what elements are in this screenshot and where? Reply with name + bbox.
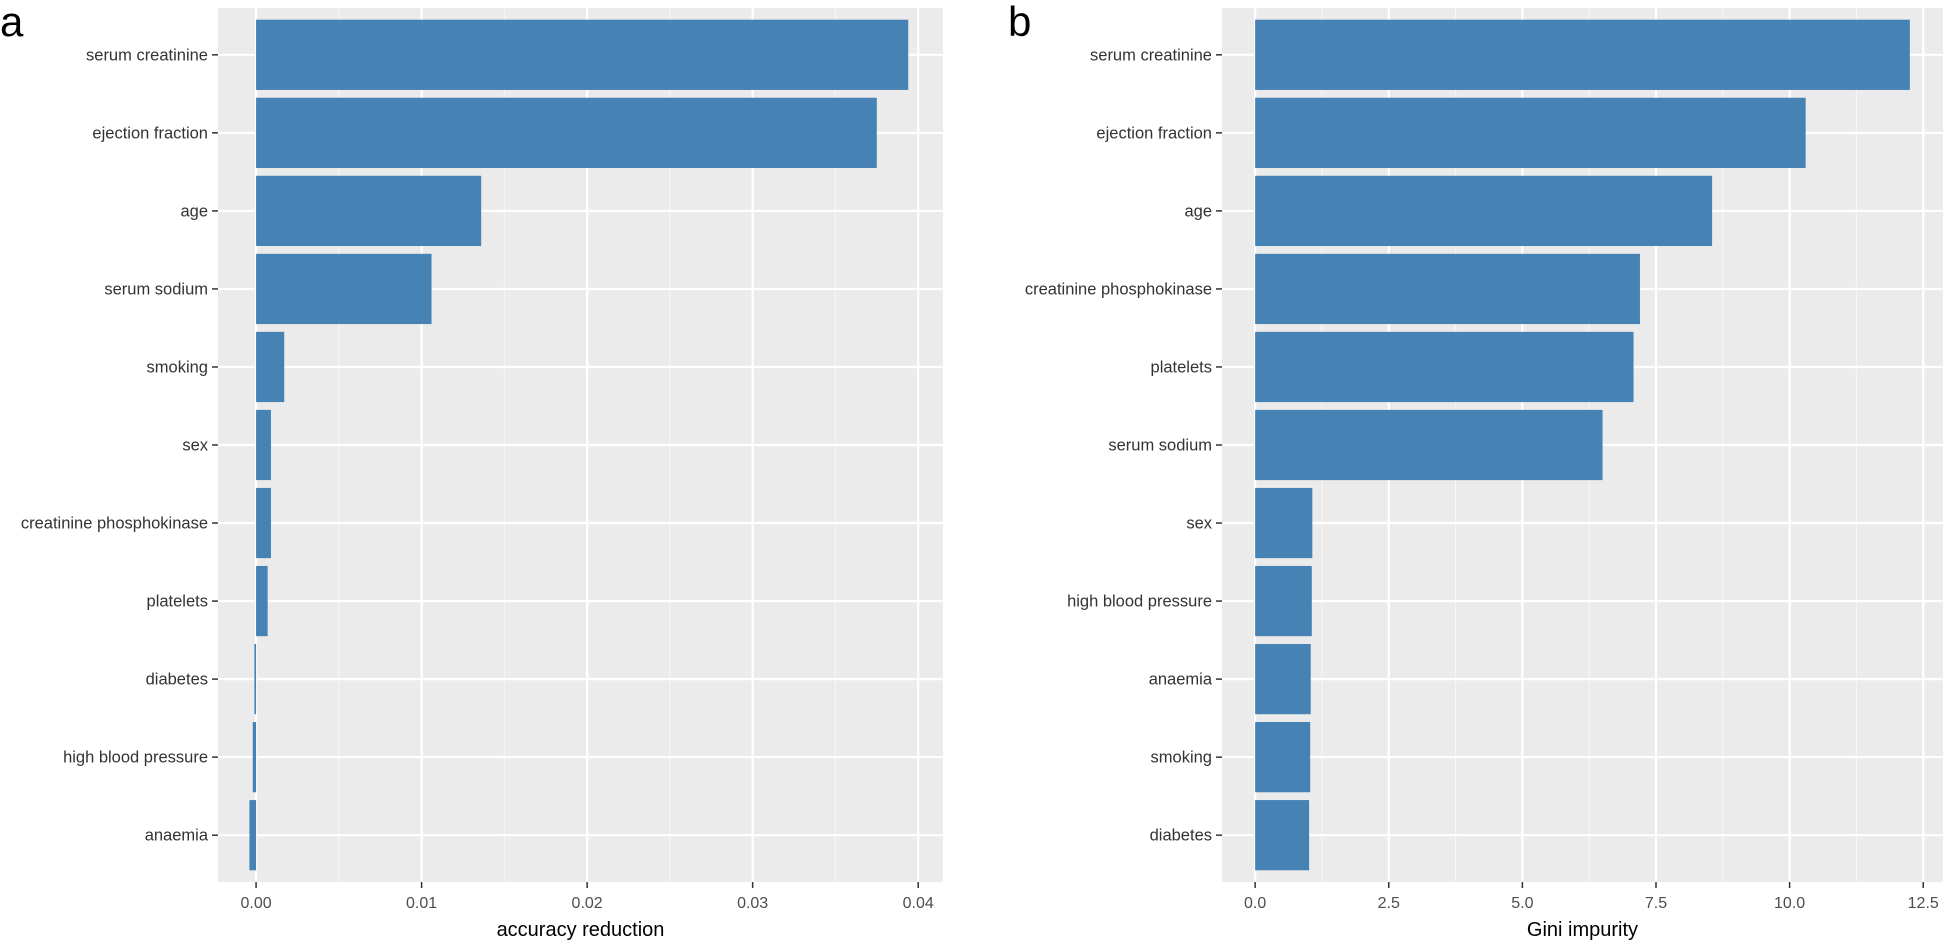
panel-a-bar-age [256, 175, 482, 247]
panel-a-x-tick-label: 0.03 [737, 895, 768, 912]
panel-a-category-label: serum sodium [104, 280, 208, 298]
panel-b-category-label: creatinine phosphokinase [1025, 280, 1212, 298]
panel-a-bar-sex [256, 409, 271, 481]
panel-a-bar-serum-sodium [256, 253, 432, 325]
panel-a-x-tick-label: 0.04 [903, 895, 934, 912]
panel-b-category-label: sex [1186, 515, 1212, 533]
panel-b-category-label: high blood pressure [1067, 593, 1212, 611]
panel-b-x-tick-label: 5.0 [1511, 895, 1533, 912]
panel-a-x-tick-label: 0.02 [572, 895, 603, 912]
panel-b-bar-serum-creatinine [1255, 19, 1910, 90]
panel-b-category-label: diabetes [1150, 827, 1212, 845]
panel-a-category-label: anaemia [145, 827, 209, 845]
panel-a-bar-serum-creatinine [256, 19, 909, 90]
panel-b-bar-high-blood-pressure [1255, 565, 1312, 637]
panel-a-bar-anaemia [249, 800, 257, 871]
panel-b-x-tick-label: 10.0 [1774, 895, 1805, 912]
panel-b-bar-diabetes [1255, 800, 1310, 871]
panel-b-bar-serum-sodium [1255, 409, 1603, 481]
panel-b-category-label: smoking [1151, 749, 1212, 767]
panel-a-bar-smoking [256, 331, 285, 403]
panel-b-bar-ejection-fraction [1255, 97, 1806, 168]
panel-b-bar-platelets [1255, 331, 1634, 403]
panel-b-category-label: serum creatinine [1090, 46, 1212, 64]
panel-a-bar-ejection-fraction [256, 97, 877, 168]
panel-b-bar-anaemia [1255, 643, 1311, 715]
panel-b-category-label: serum sodium [1108, 437, 1212, 455]
panel-b-label: b [1008, 0, 1031, 45]
panel-b-bar-age [1255, 175, 1713, 247]
panel-a-category-label: diabetes [146, 671, 208, 689]
panel-a-bar-creatinine-phosphokinase [256, 487, 271, 559]
panel-b-x-tick-label: 7.5 [1645, 895, 1667, 912]
panel-b-x-tick-label: 12.5 [1908, 895, 1939, 912]
panel-a-category-label: creatinine phosphokinase [21, 515, 208, 533]
panel-a-x-tick-label: 0.00 [241, 895, 272, 912]
panel-a-category-label: high blood pressure [63, 749, 208, 767]
panel-b-category-label: age [1184, 202, 1212, 220]
panel-b-bar-sex [1255, 487, 1313, 559]
panel-a-bar-diabetes [254, 643, 257, 715]
panel-a-category-label: sex [182, 437, 208, 455]
panel-b-x-tick-label: 2.5 [1378, 895, 1400, 912]
panel-a-category-label: age [180, 202, 208, 220]
panel-a-category-label: ejection fraction [92, 124, 208, 142]
panel-b-x-axis-title: Gini impurity [1527, 919, 1638, 940]
panel-a-category-label: serum creatinine [86, 46, 208, 64]
panel-b-x-tick-label: 0.0 [1244, 895, 1266, 912]
panel-a-x-axis-title: accuracy reduction [497, 919, 665, 940]
panel-a-bar-platelets [256, 565, 268, 637]
panel-a-category-label: platelets [147, 593, 208, 611]
panel-a-x-tick-label: 0.01 [406, 895, 437, 912]
panel-b-bar-smoking [1255, 722, 1311, 793]
panel-a-label: a [0, 0, 24, 45]
panel-b-category-label: anaemia [1149, 671, 1213, 689]
panel-a-bar-high-blood-pressure [252, 722, 257, 793]
panel-b-category-label: platelets [1151, 358, 1212, 376]
panel-b-bar-creatinine-phosphokinase [1255, 253, 1640, 325]
panel-a-category-label: smoking [147, 358, 208, 376]
panel-b-category-label: ejection fraction [1096, 124, 1212, 142]
